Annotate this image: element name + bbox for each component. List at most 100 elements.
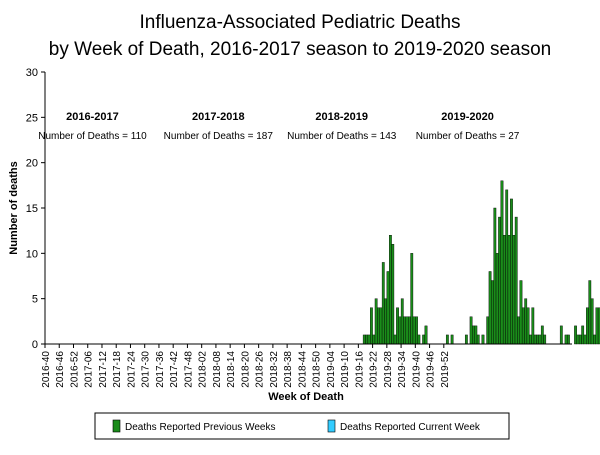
legend-swatch-previous-weeks bbox=[112, 419, 121, 433]
bar-previous-weeks bbox=[393, 334, 397, 345]
bar-previous-weeks bbox=[498, 216, 501, 345]
x-tick-label: 2018-14 bbox=[226, 351, 237, 388]
chart-subtitle: by Week of Death, 2016-2017 season to 20… bbox=[49, 39, 551, 60]
plot-area: 0 5 10 15 20 25 30 2016-40 2016-46 2016-52 2017-06… bbox=[26, 67, 600, 388]
bar-previous-weeks bbox=[564, 334, 568, 345]
bar-previous-weeks bbox=[476, 334, 480, 345]
y-axis-label: Number of deaths bbox=[8, 161, 20, 255]
y-tick-label: 10 bbox=[26, 248, 38, 260]
x-tick-label: 2016-52 bbox=[70, 351, 81, 388]
bar-previous-weeks bbox=[370, 307, 373, 345]
legend-swatch-current-week bbox=[327, 419, 336, 433]
y-tick-label: 15 bbox=[26, 203, 38, 215]
chart-title: Influenza-Associated Pediatric Deaths bbox=[139, 12, 460, 33]
bar-previous-weeks bbox=[581, 325, 585, 345]
bar-previous-weeks bbox=[531, 307, 535, 345]
season-label: 2019-2020 bbox=[441, 111, 494, 123]
x-tick-label: 2018-50 bbox=[312, 351, 323, 388]
bar-previous-weeks bbox=[505, 189, 509, 345]
x-tick-label: 2017-30 bbox=[141, 351, 152, 388]
bar-previous-weeks bbox=[502, 234, 506, 345]
bar-previous-weeks bbox=[472, 325, 475, 345]
season-label: 2017-2018 bbox=[192, 111, 245, 123]
y-tick-label: 20 bbox=[26, 158, 38, 170]
bar-previous-weeks bbox=[510, 198, 513, 345]
bar-previous-weeks bbox=[481, 334, 485, 345]
bar-previous-weeks bbox=[595, 307, 599, 345]
bar-previous-weeks bbox=[512, 234, 516, 345]
x-tick-label: 2016-40 bbox=[41, 351, 52, 388]
x-tick-label: 2019-34 bbox=[397, 351, 408, 388]
bar-previous-weeks bbox=[593, 334, 596, 345]
x-tick-label: 2016-46 bbox=[55, 351, 66, 388]
bar-previous-weeks bbox=[367, 334, 371, 345]
season-label: 2018-2019 bbox=[315, 111, 368, 123]
season-death-count: Number of Deaths = 143 bbox=[287, 131, 397, 142]
bar-previous-weeks bbox=[469, 316, 473, 345]
x-tick-label: 2018-32 bbox=[269, 351, 280, 388]
bar-previous-weeks bbox=[410, 253, 414, 345]
bar-previous-weeks bbox=[567, 334, 570, 345]
bar-previous-weeks bbox=[526, 307, 530, 345]
bar-previous-weeks bbox=[403, 316, 407, 345]
bar-previous-weeks bbox=[529, 334, 532, 345]
bar-previous-weeks bbox=[396, 307, 399, 345]
bar-previous-weeks bbox=[500, 180, 504, 345]
season-death-count: Number of Deaths = 27 bbox=[416, 131, 520, 142]
x-tick-label: 2019-04 bbox=[326, 351, 337, 388]
bar-previous-weeks bbox=[486, 316, 490, 345]
bar-previous-weeks bbox=[586, 307, 589, 345]
bar-previous-weeks bbox=[424, 325, 428, 345]
bar-previous-weeks bbox=[488, 271, 492, 345]
bar-previous-weeks bbox=[381, 262, 385, 345]
bar-previous-weeks bbox=[495, 253, 499, 345]
x-tick-label: 2019-10 bbox=[340, 351, 351, 388]
bar-previous-weeks bbox=[450, 334, 454, 345]
y-tick-label: 0 bbox=[32, 339, 38, 351]
legend-box bbox=[94, 412, 510, 440]
y-tick-label: 30 bbox=[26, 67, 38, 79]
bar-previous-weeks bbox=[474, 325, 478, 345]
x-tick-label: 2017-06 bbox=[84, 351, 95, 388]
x-tick-label: 2017-18 bbox=[112, 351, 123, 388]
bar-previous-weeks bbox=[391, 244, 395, 345]
bar-previous-weeks bbox=[464, 334, 468, 345]
bar-previous-weeks bbox=[493, 207, 497, 345]
bar-previous-weeks bbox=[384, 298, 388, 345]
x-tick-label: 2018-08 bbox=[212, 351, 223, 388]
bar-previous-weeks bbox=[374, 298, 378, 345]
x-tick-label: 2019-52 bbox=[440, 351, 451, 388]
bar-previous-weeks bbox=[400, 298, 404, 345]
bar-previous-weeks bbox=[574, 325, 577, 345]
x-tick-label: 2017-36 bbox=[155, 351, 166, 388]
bar-previous-weeks bbox=[507, 234, 511, 345]
bar-previous-weeks bbox=[445, 334, 449, 345]
x-tick-label: 2018-44 bbox=[297, 351, 308, 388]
season-label: 2016-2017 bbox=[66, 111, 119, 123]
bar-previous-weeks bbox=[415, 316, 418, 345]
bar-previous-weeks bbox=[389, 234, 392, 345]
bar-previous-weeks bbox=[408, 316, 411, 345]
bar-previous-weeks bbox=[536, 334, 539, 345]
x-tick-label: 2017-42 bbox=[169, 351, 180, 388]
season-death-count: Number of Deaths = 187 bbox=[164, 131, 274, 142]
bar-previous-weeks bbox=[422, 334, 426, 345]
bar-previous-weeks bbox=[583, 334, 587, 345]
bar-previous-weeks bbox=[386, 271, 390, 345]
bar-previous-weeks bbox=[597, 307, 600, 345]
bar-previous-weeks bbox=[588, 280, 592, 345]
x-tick-label: 2018-38 bbox=[283, 351, 294, 388]
x-tick-label: 2017-12 bbox=[98, 351, 109, 388]
bar-previous-weeks bbox=[538, 334, 542, 345]
x-tick-label: 2017-24 bbox=[127, 351, 138, 388]
legend: Deaths Reported Previous Weeks Deaths Re… bbox=[94, 412, 510, 440]
bar-previous-weeks bbox=[533, 334, 537, 345]
season-death-count: Number of Deaths = 110 bbox=[38, 131, 147, 142]
bar-previous-weeks bbox=[417, 334, 421, 345]
bar-previous-weeks bbox=[377, 307, 380, 345]
bar-previous-weeks bbox=[405, 316, 409, 345]
y-tick-label: 25 bbox=[26, 112, 38, 124]
bar-previous-weeks bbox=[379, 307, 383, 345]
bar-previous-weeks bbox=[514, 216, 518, 345]
